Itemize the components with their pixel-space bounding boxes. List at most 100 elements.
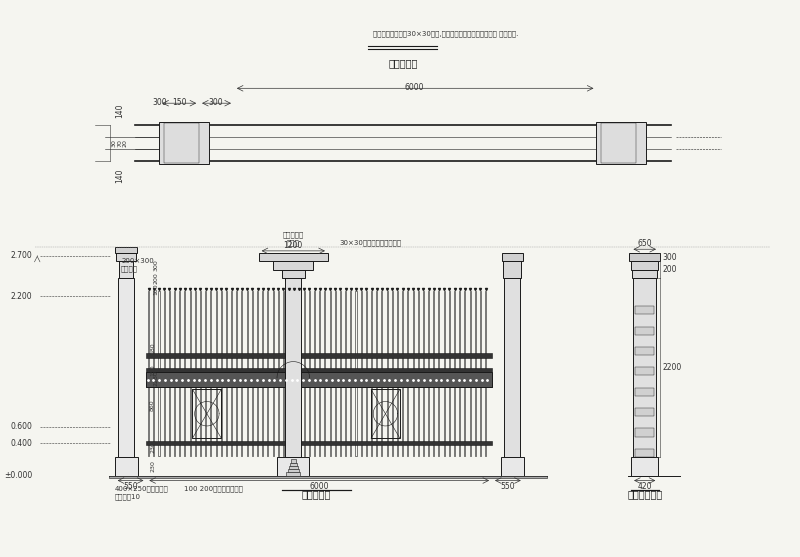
Bar: [236, 291, 238, 456]
Text: 300: 300: [153, 260, 158, 271]
Bar: [174, 291, 175, 456]
Bar: [304, 291, 305, 456]
Text: 6000: 6000: [405, 84, 424, 92]
Text: 200: 200: [153, 272, 158, 284]
Bar: [205, 291, 206, 456]
Bar: [246, 291, 248, 456]
Bar: [114, 457, 138, 476]
Bar: [631, 261, 658, 270]
Text: 2280: 2280: [153, 370, 158, 386]
Bar: [194, 291, 196, 456]
Text: 300: 300: [209, 98, 223, 108]
Bar: [504, 278, 520, 457]
Bar: [252, 291, 253, 456]
Bar: [118, 278, 134, 457]
Text: 150: 150: [172, 98, 186, 108]
Bar: [290, 463, 297, 466]
Text: 300: 300: [662, 253, 677, 262]
Bar: [392, 291, 393, 456]
Text: 400×250常青色护栏
烤漆留缝10: 400×250常青色护栏 烤漆留缝10: [114, 485, 169, 500]
Bar: [501, 457, 524, 476]
Text: 200: 200: [662, 265, 677, 274]
Bar: [146, 441, 492, 444]
Bar: [158, 291, 159, 456]
Text: 0.400: 0.400: [10, 438, 32, 448]
Bar: [635, 326, 654, 335]
Bar: [459, 291, 460, 456]
Bar: [148, 291, 149, 456]
Text: 外刷深黄色
氟碳漆: 外刷深黄色 氟碳漆: [282, 232, 304, 246]
Bar: [413, 291, 414, 456]
Text: 围墙立面图: 围墙立面图: [302, 488, 331, 499]
Bar: [423, 291, 424, 456]
Bar: [449, 291, 450, 456]
Bar: [288, 291, 289, 456]
Text: 550: 550: [123, 482, 138, 491]
Bar: [286, 278, 302, 457]
Text: 200×300
标准砖面: 200×300 标准砖面: [121, 258, 154, 272]
Text: 180: 180: [150, 343, 155, 354]
Bar: [146, 368, 492, 372]
Text: 30
70
20: 30 70 20: [111, 139, 128, 147]
Bar: [503, 261, 522, 278]
Bar: [602, 123, 636, 163]
Bar: [464, 291, 466, 456]
Bar: [428, 291, 429, 456]
Bar: [273, 291, 274, 456]
Bar: [633, 278, 656, 457]
Text: 230: 230: [150, 460, 155, 472]
Bar: [210, 291, 211, 456]
Text: 140: 140: [115, 103, 124, 118]
Bar: [309, 291, 310, 456]
Bar: [355, 291, 357, 456]
Bar: [345, 291, 346, 456]
Bar: [444, 291, 445, 456]
Bar: [164, 291, 165, 456]
Bar: [200, 291, 201, 456]
Bar: [282, 270, 305, 278]
Bar: [146, 354, 492, 358]
Bar: [273, 261, 314, 270]
Bar: [146, 383, 492, 387]
Bar: [635, 449, 654, 457]
Bar: [291, 460, 295, 463]
Bar: [635, 428, 654, 437]
Bar: [635, 367, 654, 375]
Text: 100 200标青色氟碳铝管: 100 200标青色氟碳铝管: [184, 485, 242, 492]
Bar: [630, 253, 660, 261]
Text: 30×30方管刷绿色氟碳钢管: 30×30方管刷绿色氟碳钢管: [339, 240, 402, 246]
Bar: [159, 122, 209, 164]
Bar: [371, 291, 372, 456]
Bar: [407, 291, 408, 456]
Bar: [361, 291, 362, 456]
Bar: [635, 306, 654, 314]
Bar: [258, 253, 328, 261]
Bar: [117, 253, 136, 261]
Bar: [324, 291, 326, 456]
Text: 860: 860: [150, 400, 155, 412]
Bar: [350, 291, 351, 456]
Bar: [631, 457, 658, 476]
Bar: [371, 389, 400, 438]
Bar: [278, 457, 309, 476]
Bar: [454, 291, 455, 456]
Bar: [286, 472, 300, 476]
Bar: [635, 408, 654, 416]
Bar: [402, 291, 403, 456]
Bar: [164, 123, 199, 163]
Text: 围墙剑立面图: 围墙剑立面图: [627, 488, 662, 499]
Text: 2.200: 2.200: [10, 292, 32, 301]
Bar: [215, 291, 217, 456]
Bar: [118, 261, 133, 278]
Bar: [262, 291, 263, 456]
Bar: [386, 291, 388, 456]
Bar: [334, 291, 336, 456]
Bar: [179, 291, 180, 456]
Bar: [474, 291, 476, 456]
Text: 650: 650: [638, 238, 652, 248]
Text: 140: 140: [115, 168, 124, 183]
Text: 150: 150: [150, 364, 155, 375]
Bar: [438, 291, 439, 456]
Bar: [169, 291, 170, 456]
Bar: [185, 291, 186, 456]
